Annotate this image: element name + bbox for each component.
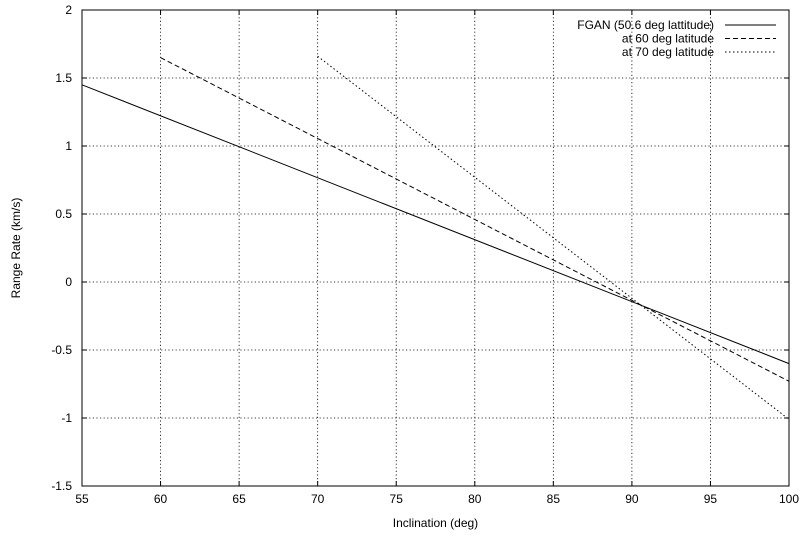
x-tick-label: 75 bbox=[390, 492, 404, 506]
grid-lines bbox=[82, 10, 789, 486]
x-tick-label: 100 bbox=[779, 492, 799, 506]
series-line-1 bbox=[82, 85, 789, 364]
series-lines bbox=[82, 56, 789, 419]
y-tick-label: 0.5 bbox=[55, 207, 72, 221]
y-tick-label: 2 bbox=[65, 3, 72, 17]
tick-labels: 55 60 65 70 75 80 85 90 95 100 -1.5 -1 -0.5 0 0.5 1 1.5 2 bbox=[51, 3, 799, 506]
y-tick-label: 0 bbox=[65, 275, 72, 289]
axis-ticks bbox=[82, 10, 789, 486]
series-line-2 bbox=[161, 58, 789, 382]
y-tick-label: -1.5 bbox=[51, 479, 72, 493]
x-tick-label: 95 bbox=[704, 492, 718, 506]
y-tick-label: 1.5 bbox=[55, 71, 72, 85]
plot-frame bbox=[82, 10, 789, 486]
x-tick-label: 65 bbox=[232, 492, 246, 506]
x-tick-label: 55 bbox=[75, 492, 89, 506]
x-tick-label: 80 bbox=[468, 492, 482, 506]
x-tick-label: 90 bbox=[625, 492, 639, 506]
legend-label: FGAN (50.6 deg lattitude) bbox=[577, 18, 714, 32]
x-tick-label: 70 bbox=[311, 492, 325, 506]
x-tick-label: 85 bbox=[547, 492, 561, 506]
series-line-3 bbox=[318, 56, 789, 419]
legend-label: at 60 deg latitude bbox=[622, 32, 714, 46]
y-tick-label: -1 bbox=[61, 411, 72, 425]
legend-label: at 70 deg latitude bbox=[622, 45, 714, 59]
y-axis-label: Range Rate (km/s) bbox=[9, 198, 23, 299]
y-tick-label: -0.5 bbox=[51, 343, 72, 357]
x-tick-label: 60 bbox=[154, 492, 168, 506]
legend: FGAN (50.6 deg lattitude)at 60 deg latit… bbox=[577, 18, 776, 59]
y-tick-label: 1 bbox=[65, 139, 72, 153]
x-axis-label: Inclination (deg) bbox=[393, 516, 478, 530]
